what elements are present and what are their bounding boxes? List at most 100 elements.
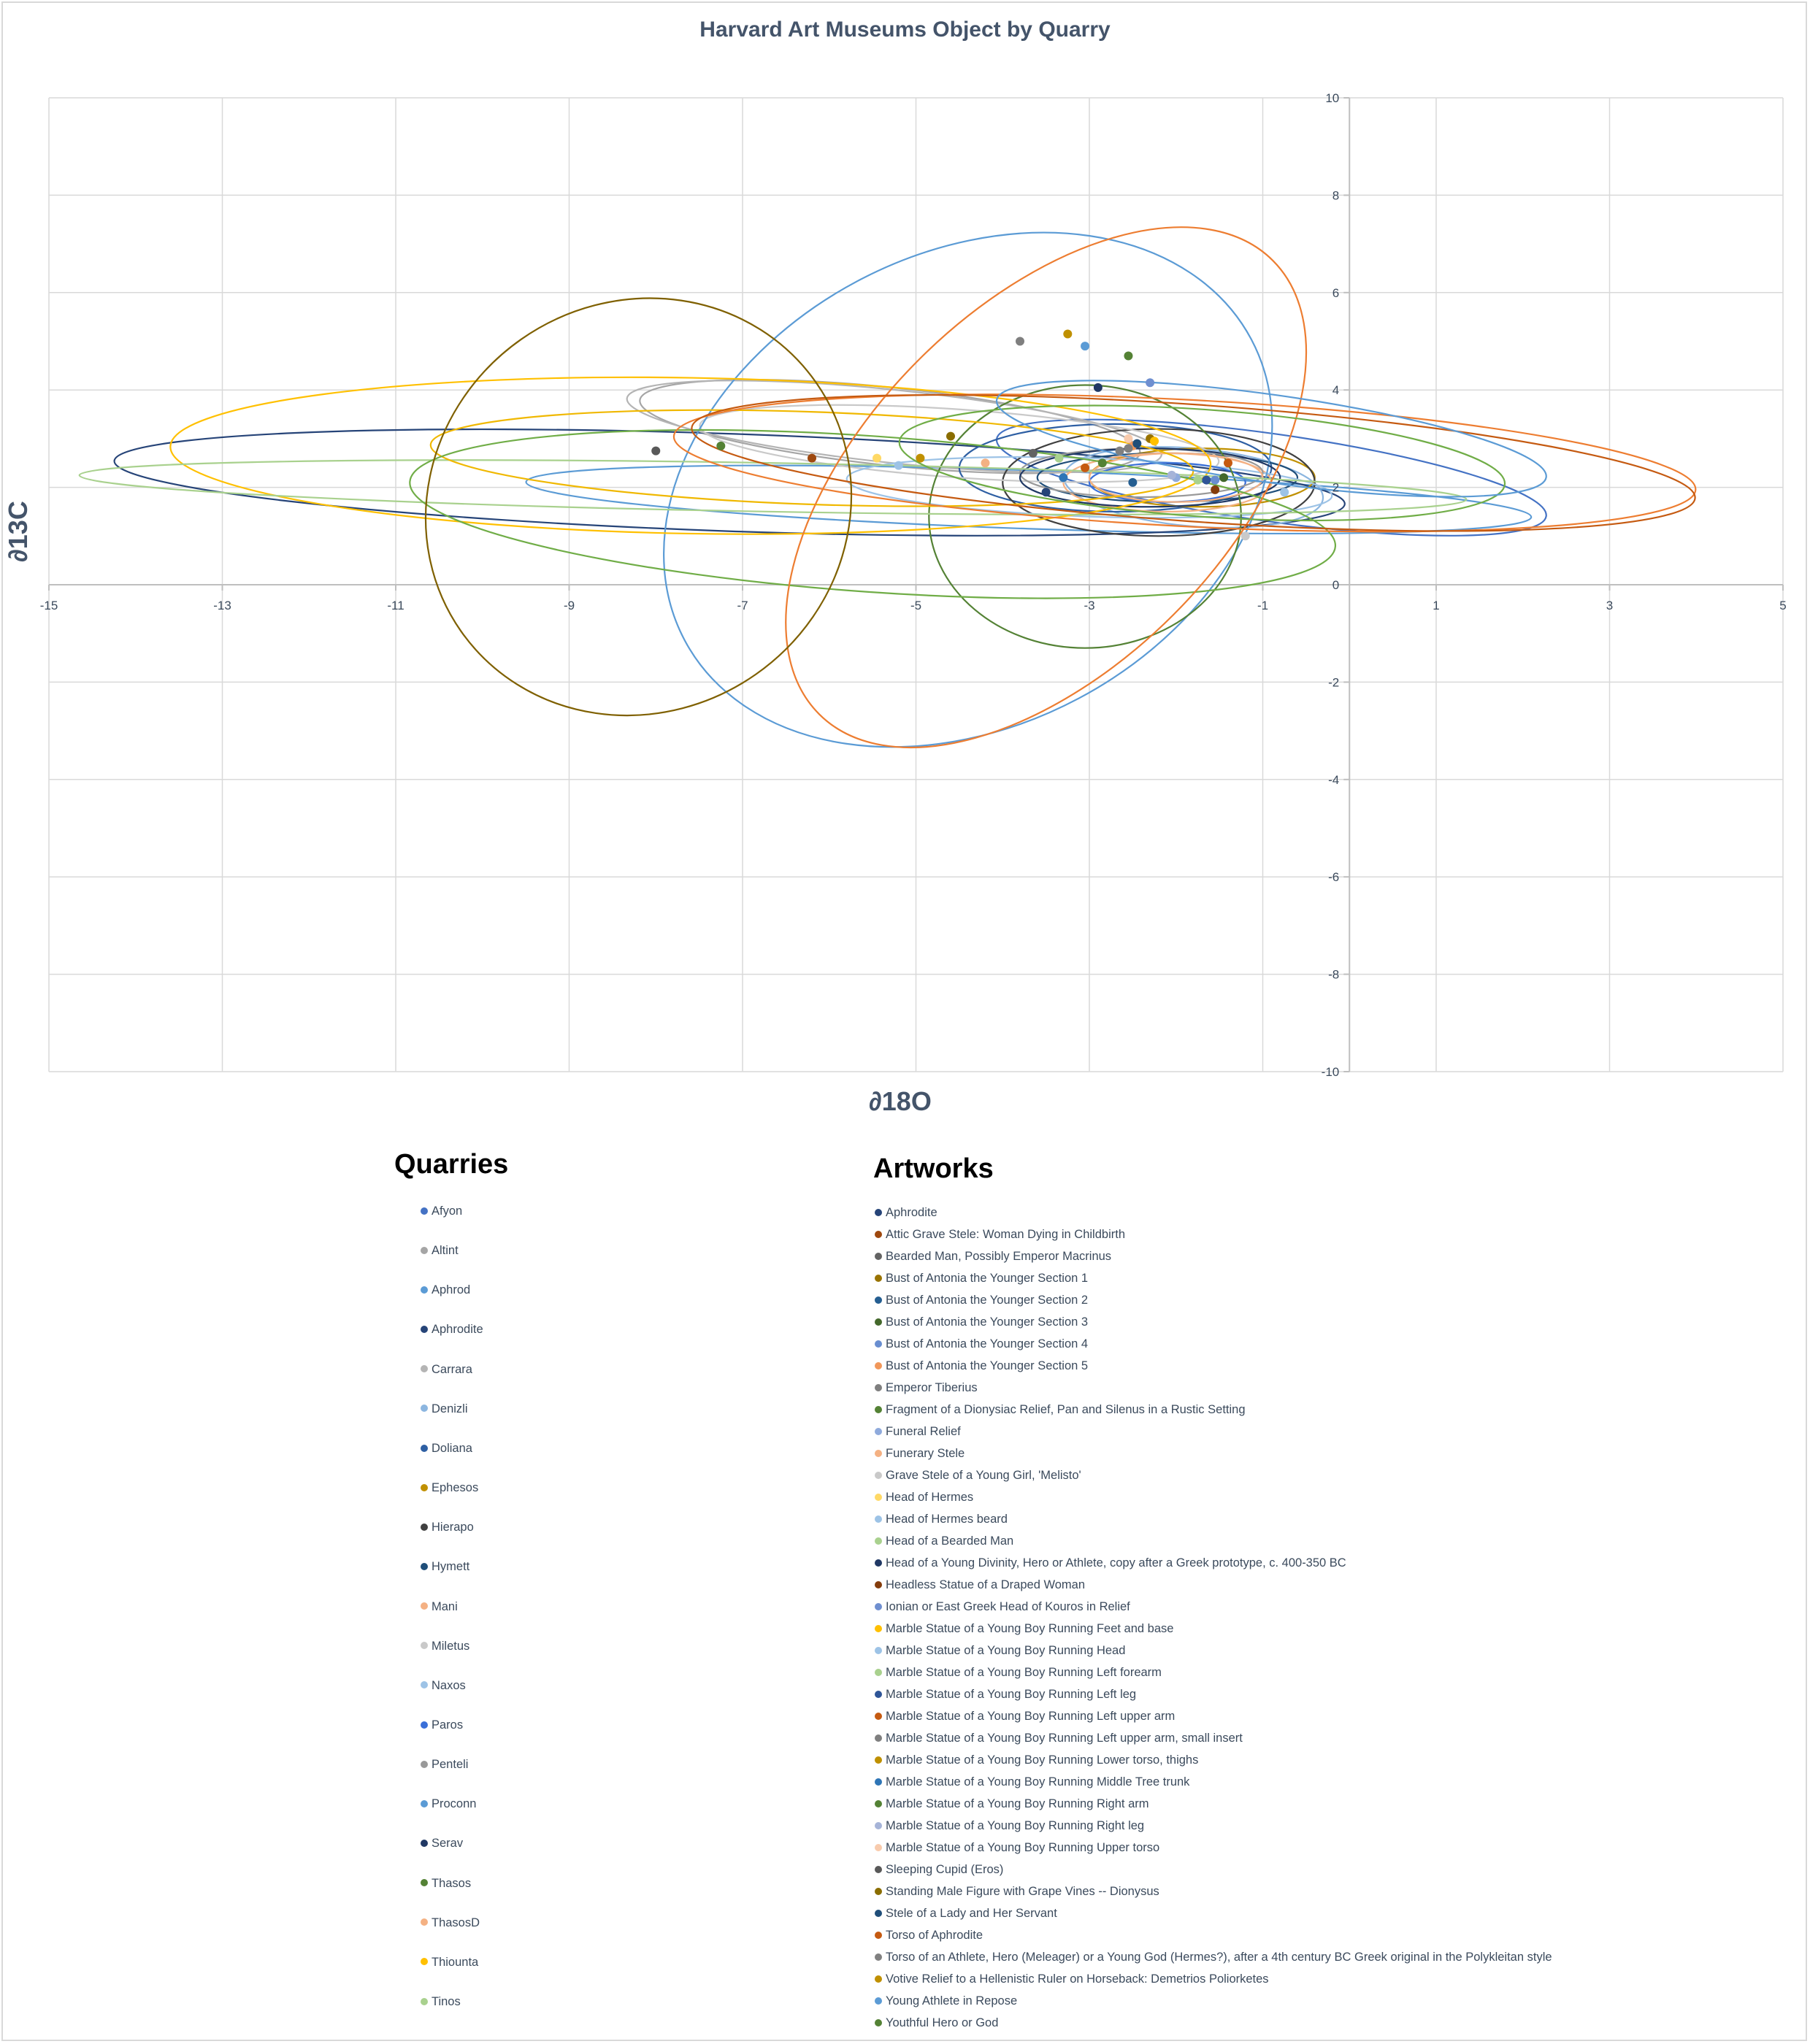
artwork-legend-label: Youthful Hero or God xyxy=(886,2016,999,2029)
artwork-legend-item: Emperor Tiberius xyxy=(875,1380,978,1396)
artwork-legend-item: Bust of Antonia the Younger Section 3 xyxy=(875,1314,1088,1330)
y-tick-label: 2 xyxy=(1332,481,1339,495)
artwork-point[interactable] xyxy=(916,453,925,463)
legend-marker-icon xyxy=(875,1931,882,1939)
quarry-legend-item: Altint xyxy=(421,1242,459,1259)
legend-marker-icon xyxy=(875,1559,882,1567)
artwork-legend-label: Stele of a Lady and Her Servant xyxy=(886,1907,1057,1920)
x-tick-label: -3 xyxy=(1084,599,1094,612)
artwork-point[interactable] xyxy=(1124,434,1133,443)
legend-marker-icon xyxy=(421,1879,428,1887)
artwork-point[interactable] xyxy=(1132,439,1142,448)
artwork-legend-item: Youthful Hero or God xyxy=(875,2015,998,2031)
artwork-legend-label: Head of Hermes xyxy=(886,1491,974,1504)
artwork-point[interactable] xyxy=(1081,342,1090,351)
legend-marker-icon xyxy=(875,1274,882,1282)
artwork-legend-label: Bust of Antonia the Younger Section 1 xyxy=(886,1272,1089,1285)
artwork-point[interactable] xyxy=(1211,475,1220,485)
legend-marker-icon xyxy=(875,1602,882,1610)
artwork-point[interactable] xyxy=(1280,488,1289,497)
artwork-point[interactable] xyxy=(651,446,661,456)
artwork-legend-label: Aphrodite xyxy=(886,1206,937,1219)
x-tick-label: -13 xyxy=(213,599,231,612)
quarry-legend-item: Paros xyxy=(421,1717,463,1733)
artwork-legend-label: Standing Male Figure with Grape Vines --… xyxy=(886,1885,1159,1898)
artwork-legend-label: Emperor Tiberius xyxy=(886,1381,978,1394)
artwork-legend-label: Head of a Young Divinity, Hero or Athlet… xyxy=(886,1556,1346,1570)
quarry-ellipse-naxos xyxy=(845,456,1333,519)
artwork-point[interactable] xyxy=(1124,444,1133,453)
legend-marker-icon xyxy=(875,1821,882,1829)
x-tick-label: -11 xyxy=(387,599,404,612)
artwork-legend-item: Fragment of a Dionysiac Relief, Pan and … xyxy=(875,1402,1246,1418)
y-tick-label: 0 xyxy=(1332,578,1339,592)
legend-marker-icon xyxy=(875,2018,882,2026)
quarry-legend-item: Afyon xyxy=(421,1203,462,1219)
quarry-legend-item: Serav xyxy=(421,1835,463,1851)
artwork-point[interactable] xyxy=(1081,463,1090,472)
artwork-point[interactable] xyxy=(1059,473,1068,483)
legend-marker-icon xyxy=(421,1681,428,1689)
quarry-legend-item: Mani xyxy=(421,1599,458,1615)
artwork-point[interactable] xyxy=(1146,378,1155,388)
legend-marker-icon xyxy=(875,1668,882,1676)
artwork-point[interactable] xyxy=(1219,473,1229,483)
legend-marker-icon xyxy=(875,1318,882,1326)
legend-marker-icon xyxy=(875,1471,882,1479)
legend-marker-icon xyxy=(875,1383,882,1391)
x-tick-label: -7 xyxy=(737,599,748,612)
artwork-point[interactable] xyxy=(716,441,726,450)
legend-marker-icon xyxy=(875,1361,882,1369)
artwork-legend-label: Bust of Antonia the Younger Section 3 xyxy=(886,1315,1089,1329)
artwork-point[interactable] xyxy=(873,453,882,463)
artwork-point[interactable] xyxy=(1124,351,1133,361)
quarry-ellipse-thasosd xyxy=(1088,452,1264,503)
legend-marker-icon xyxy=(875,1865,882,1873)
quarry-ellipse-extra xyxy=(424,297,853,717)
artwork-point[interactable] xyxy=(1028,448,1038,458)
legend-marker-icon xyxy=(875,1690,882,1698)
artwork-point[interactable] xyxy=(981,458,990,468)
artwork-legend-item: Bust of Antonia the Younger Section 5 xyxy=(875,1358,1088,1374)
artwork-legend-item: Marble Statue of a Young Boy Running Rig… xyxy=(875,1818,1144,1834)
artwork-point[interactable] xyxy=(1128,477,1138,487)
artwork-legend-item: Head of a Bearded Man xyxy=(875,1533,1013,1549)
artwork-point[interactable] xyxy=(946,431,955,441)
artwork-point[interactable] xyxy=(1041,488,1051,497)
artwork-point[interactable] xyxy=(1193,475,1203,485)
artwork-legend-item: Sleeping Cupid (Eros) xyxy=(875,1862,1003,1878)
legend-marker-icon xyxy=(875,1537,882,1545)
artwork-legend-label: Votive Relief to a Hellenistic Ruler on … xyxy=(886,1972,1269,1986)
artwork-point[interactable] xyxy=(1167,470,1176,480)
artwork-point[interactable] xyxy=(1202,475,1211,485)
artwork-legend-label: Young Athlete in Repose xyxy=(886,1994,1018,2008)
artwork-legend-label: Bearded Man, Possibly Emperor Macrinus xyxy=(886,1250,1112,1263)
artwork-point[interactable] xyxy=(1240,531,1250,541)
legend-marker-icon xyxy=(875,1909,882,1917)
quarry-legend-label: Thasos xyxy=(432,1876,472,1890)
artwork-point[interactable] xyxy=(1150,437,1159,446)
artwork-point[interactable] xyxy=(1224,458,1232,468)
legend-marker-icon xyxy=(421,1483,428,1491)
artwork-point[interactable] xyxy=(1093,383,1103,392)
quarry-legend-label: Serav xyxy=(432,1837,464,1851)
artwork-point[interactable] xyxy=(1211,485,1220,494)
artwork-point[interactable] xyxy=(808,453,816,463)
artwork-point[interactable] xyxy=(1097,458,1107,468)
quarry-legend-label: Aphrodite xyxy=(432,1323,483,1337)
x-tick-label: 3 xyxy=(1606,599,1613,612)
artwork-legend-label: Attic Grave Stele: Woman Dying in Childb… xyxy=(886,1228,1125,1241)
artwork-point[interactable] xyxy=(894,461,903,470)
artwork-legend-label: Marble Statue of a Young Boy Running Rig… xyxy=(886,1819,1145,1832)
artwork-point[interactable] xyxy=(1063,329,1073,339)
artwork-legend-item: Marble Statue of a Young Boy Running Lef… xyxy=(875,1708,1175,1724)
artwork-legend-label: Marble Statue of a Young Boy Running Lef… xyxy=(886,1688,1137,1701)
artwork-point[interactable] xyxy=(1016,337,1024,346)
legend-marker-icon xyxy=(875,1405,882,1413)
quarry-legend-label: Paros xyxy=(432,1718,464,1732)
quarry-legend-label: Carrara xyxy=(432,1362,472,1376)
quarry-legend-label: Mani xyxy=(432,1599,458,1613)
artwork-point[interactable] xyxy=(1054,453,1064,463)
artwork-point[interactable] xyxy=(1115,446,1124,456)
artwork-legend-label: Funeral Relief xyxy=(886,1425,961,1438)
